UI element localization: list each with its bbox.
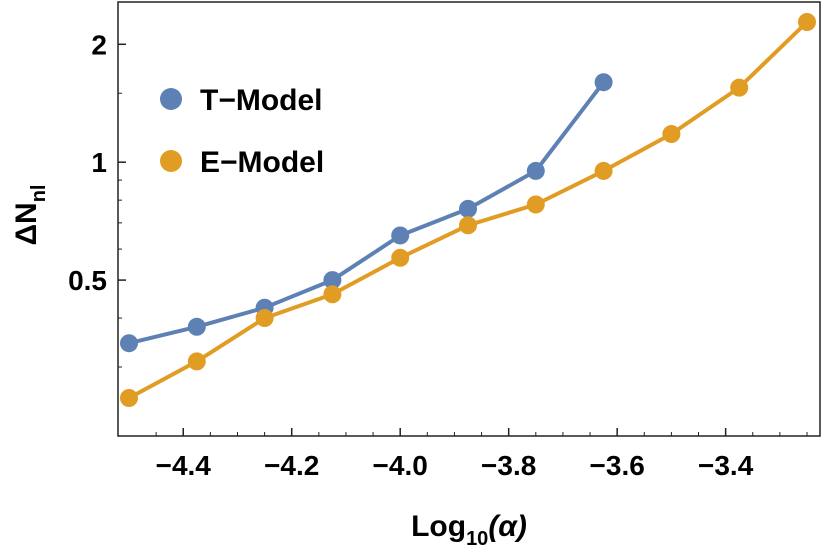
legend-marker <box>160 150 182 172</box>
x-axis-label-subscript: 10 <box>466 528 488 549</box>
x-tick-label: −4.2 <box>264 450 319 481</box>
series-e-model <box>120 13 816 407</box>
x-tick-label: −3.4 <box>698 450 754 481</box>
x-tick-label: −4.4 <box>156 450 212 481</box>
x-axis-label-argument: (α) <box>488 510 527 543</box>
data-point <box>594 73 613 92</box>
y-axis-ticks: 0.5 1 2 <box>68 29 126 368</box>
data-point <box>730 78 749 97</box>
series-layer <box>120 13 816 407</box>
x-axis-label: Log10(α) <box>411 510 527 549</box>
legend-marker <box>160 88 182 110</box>
legend-label: E−Model <box>200 146 324 179</box>
y-tick-label: 0.5 <box>68 265 107 296</box>
y-axis-label: ΔNnl <box>10 184 50 245</box>
data-point <box>255 309 274 328</box>
data-point <box>323 285 342 304</box>
data-point <box>187 352 206 371</box>
y-tick-label: 2 <box>91 29 107 60</box>
data-point <box>526 195 545 214</box>
y-axis-label-main: ΔN <box>10 202 43 245</box>
x-axis-ticks: −4.4 −4.2 −4.0 −3.8 −3.6 −3.4 <box>156 428 808 481</box>
data-point <box>662 125 681 144</box>
data-point <box>391 226 410 245</box>
data-point <box>798 13 816 31</box>
data-point <box>459 216 477 235</box>
x-axis-label-main: Log <box>411 510 466 543</box>
data-point <box>526 161 545 180</box>
data-point <box>594 161 613 180</box>
data-point <box>391 248 410 267</box>
x-tick-label: −4.0 <box>373 450 428 481</box>
plot-frame <box>117 1 821 437</box>
series-t-model <box>120 73 613 353</box>
x-tick-label: −3.8 <box>481 450 536 481</box>
y-axis-label-subscript: nl <box>28 184 50 202</box>
data-point <box>120 389 138 407</box>
data-point <box>459 199 477 218</box>
x-tick-label: −3.6 <box>590 450 645 481</box>
y-tick-label: 1 <box>91 147 107 178</box>
data-point <box>187 317 206 336</box>
legend-label: T−Model <box>200 84 323 117</box>
legend: T−Model E−Model <box>160 84 324 179</box>
data-point <box>323 271 342 290</box>
data-point <box>120 334 138 353</box>
series-line <box>128 80 606 346</box>
